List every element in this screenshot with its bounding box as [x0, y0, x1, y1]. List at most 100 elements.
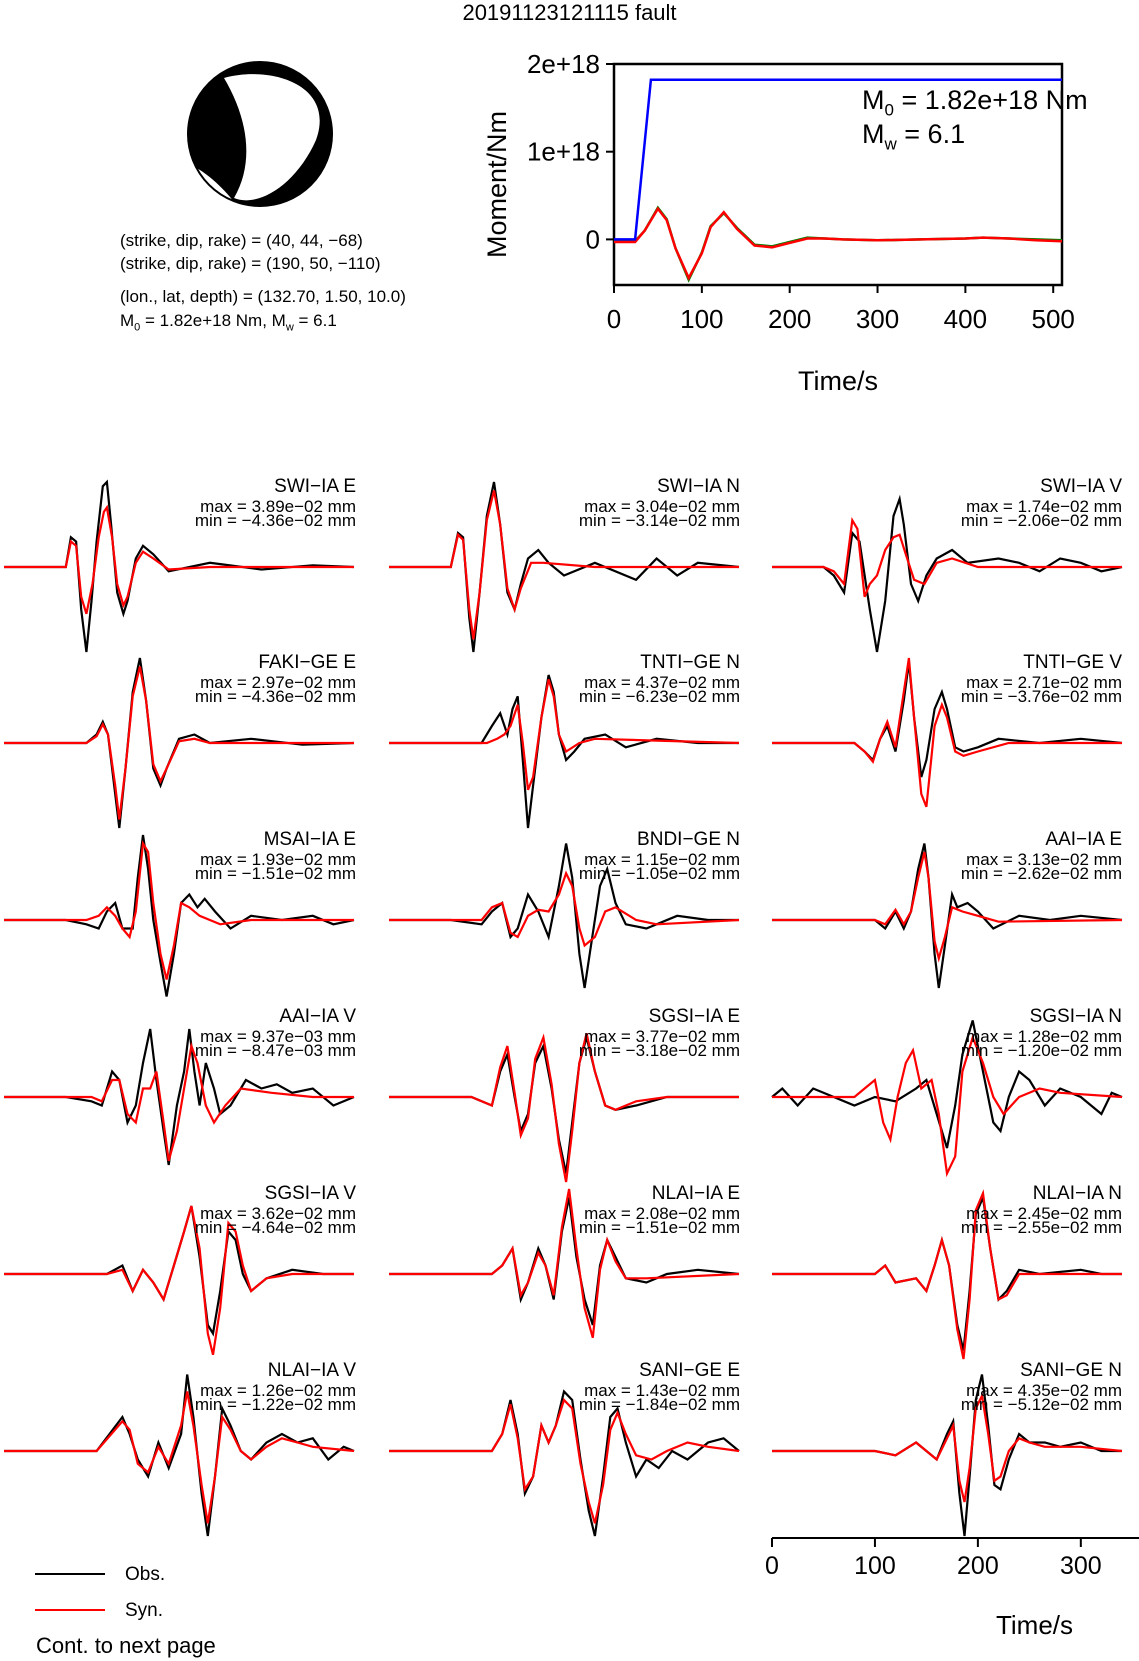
- moment-ylabel: Moment/Nm: [482, 111, 512, 258]
- trace-min-label: min = −2.55e−02 mm: [960, 1218, 1122, 1237]
- m0-value: = 1.82e+18 Nm, M: [140, 311, 286, 330]
- trace-max-label: max = 1.26e−02 mm: [200, 1381, 356, 1400]
- mechanism-nodal-plane-1: (strike, dip, rake) = (40, 44, −68): [120, 231, 363, 250]
- moment-xtick-label: 300: [856, 304, 899, 334]
- trace-max-label: max = 1.43e−02 mm: [584, 1381, 740, 1400]
- moment-xtick-label: 500: [1032, 304, 1075, 334]
- moment-series-line: [614, 78, 1062, 241]
- trace-min-label: min = −8.47e−03 mm: [194, 1041, 356, 1060]
- trace-station-label: SGSI−IA E: [648, 1006, 740, 1027]
- trace-station-label: SWI−IA E: [274, 476, 356, 497]
- m0-subscript: 0: [134, 321, 141, 334]
- trace-max-label: max = 3.04e−02 mm: [584, 497, 740, 516]
- trace-xlabel: Time/s: [996, 1610, 1073, 1640]
- moment-xtick-label: 400: [944, 304, 987, 334]
- trace-obs-line: [772, 494, 1123, 653]
- trace-station-label: AAI−IA V: [279, 1006, 356, 1027]
- beachball-icon: [187, 61, 333, 207]
- trace-max-label: max = 3.13e−02 mm: [966, 850, 1122, 869]
- moment-annotation-mw: Mw = 6.1: [862, 118, 965, 160]
- mechanism-moment-line: M0 = 1.82e+18 Nm, Mw = 6.1: [120, 310, 337, 338]
- legend-obs-label: Obs.: [125, 1564, 166, 1585]
- trace-station-label: AAI−IA E: [1045, 829, 1122, 850]
- trace-station-label: SGSI−IA N: [1029, 1006, 1122, 1027]
- trace-syn-line: [389, 490, 739, 640]
- moment-xlabel: Time/s: [798, 366, 878, 396]
- trace-min-label: min = −6.23e−02 mm: [578, 687, 740, 706]
- mw-value: = 6.1: [293, 311, 337, 330]
- trace-max-label: max = 9.37e−03 mm: [200, 1027, 356, 1046]
- trace-station-label: TNTI−GE V: [1023, 652, 1122, 673]
- trace-xtick-label: 100: [854, 1552, 896, 1580]
- trace-max-label: max = 2.97e−02 mm: [200, 673, 356, 692]
- trace-min-label: min = −3.76e−02 mm: [960, 687, 1122, 706]
- trace-syn-line: [772, 851, 1123, 963]
- trace-syn-line: [4, 1205, 354, 1356]
- trace-syn-line: [4, 504, 354, 615]
- trace-min-label: min = −1.22e−02 mm: [194, 1395, 356, 1414]
- trace-station-label: NLAI−IA E: [651, 1183, 740, 1204]
- trace-syn-line: [772, 1392, 1123, 1503]
- mw-subscript: w: [285, 321, 294, 334]
- trace-max-label: max = 2.08e−02 mm: [584, 1204, 740, 1223]
- moment-xtick-label: 100: [680, 304, 723, 334]
- moment-ytick-label: 2e+18: [527, 49, 600, 79]
- moment-series-line: [614, 206, 1063, 281]
- legend-syn-label: Syn.: [125, 1600, 164, 1621]
- trace-syn-line: [4, 840, 354, 980]
- trace-min-label: min = −5.12e−02 mm: [960, 1395, 1122, 1414]
- trace-station-label: SANI−GE E: [639, 1360, 740, 1381]
- annot-mw-value: = 6.1: [896, 119, 966, 149]
- moment-ytick-label: 1e+18: [527, 137, 600, 167]
- trace-syn-line: [389, 870, 740, 948]
- trace-syn-line: [772, 517, 1122, 598]
- annot-mw-subscript: w: [884, 134, 897, 154]
- trace-min-label: min = −1.51e−02 mm: [578, 1218, 740, 1237]
- trace-min-label: min = −4.36e−02 mm: [194, 511, 356, 530]
- trace-max-label: max = 2.71e−02 mm: [966, 673, 1122, 692]
- moment-ytick-label: 0: [586, 224, 600, 254]
- trace-max-label: max = 3.77e−02 mm: [584, 1027, 740, 1046]
- trace-station-label: NLAI−IA V: [267, 1360, 356, 1381]
- trace-max-label: max = 2.45e−02 mm: [966, 1204, 1122, 1223]
- trace-syn-line: [4, 1041, 354, 1162]
- trace-min-label: min = −4.36e−02 mm: [194, 687, 356, 706]
- trace-max-label: max = 4.37e−02 mm: [584, 673, 740, 692]
- trace-min-label: min = −2.06e−02 mm: [960, 511, 1122, 530]
- trace-max-label: max = 1.93e−02 mm: [200, 850, 356, 869]
- trace-xtick-label: 0: [765, 1552, 779, 1580]
- trace-min-label: min = −1.51e−02 mm: [194, 864, 356, 883]
- trace-max-label: max = 4.35e−02 mm: [966, 1381, 1122, 1400]
- trace-station-label: TNTI−GE N: [640, 652, 740, 673]
- annot-m0-value: = 1.82e+18 Nm: [893, 85, 1088, 115]
- trace-syn-line: [389, 678, 740, 791]
- trace-station-label: SANI−GE N: [1020, 1360, 1122, 1381]
- trace-xtick-label: 200: [957, 1552, 999, 1580]
- trace-min-label: min = −1.05e−02 mm: [578, 864, 740, 883]
- m0-label: M: [120, 311, 135, 330]
- continuation-note: Cont. to next page: [36, 1633, 216, 1658]
- trace-station-label: NLAI−IA N: [1032, 1183, 1122, 1204]
- trace-min-label: min = −1.84e−02 mm: [578, 1395, 740, 1414]
- trace-max-label: max = 1.74e−02 mm: [966, 497, 1122, 516]
- trace-syn-line: [4, 666, 354, 820]
- trace-syn-line: [4, 1391, 355, 1524]
- trace-min-label: min = −2.62e−02 mm: [960, 864, 1122, 883]
- moment-chart: 0 100 200 300 400 500 0 1e+18 2e+18 Time/s Moment/…: [482, 49, 1075, 396]
- trace-syn-line: [772, 1189, 1122, 1360]
- trace-max-label: max = 1.28e−02 mm: [966, 1027, 1122, 1046]
- trace-station-label: BNDI−GE N: [637, 829, 740, 850]
- trace-syn-line: [772, 1034, 1123, 1178]
- trace-station-label: SWI−IA V: [1040, 476, 1122, 497]
- trace-min-label: min = −3.14e−02 mm: [578, 511, 740, 530]
- annot-m0-label: M: [862, 85, 885, 115]
- trace-station-label: MSAI−IA E: [263, 829, 356, 850]
- trace-station-label: FAKI−GE E: [258, 652, 356, 673]
- trace-station-label: SGSI−IA V: [264, 1183, 356, 1204]
- trace-min-label: min = −3.18e−02 mm: [578, 1041, 740, 1060]
- trace-syn-line: [772, 657, 1122, 808]
- legend-swatches: [35, 1573, 105, 1611]
- trace-min-label: min = −1.20e−02 mm: [960, 1041, 1122, 1060]
- trace-xtick-label: 300: [1060, 1552, 1102, 1580]
- trace-obs-line: [4, 1028, 355, 1166]
